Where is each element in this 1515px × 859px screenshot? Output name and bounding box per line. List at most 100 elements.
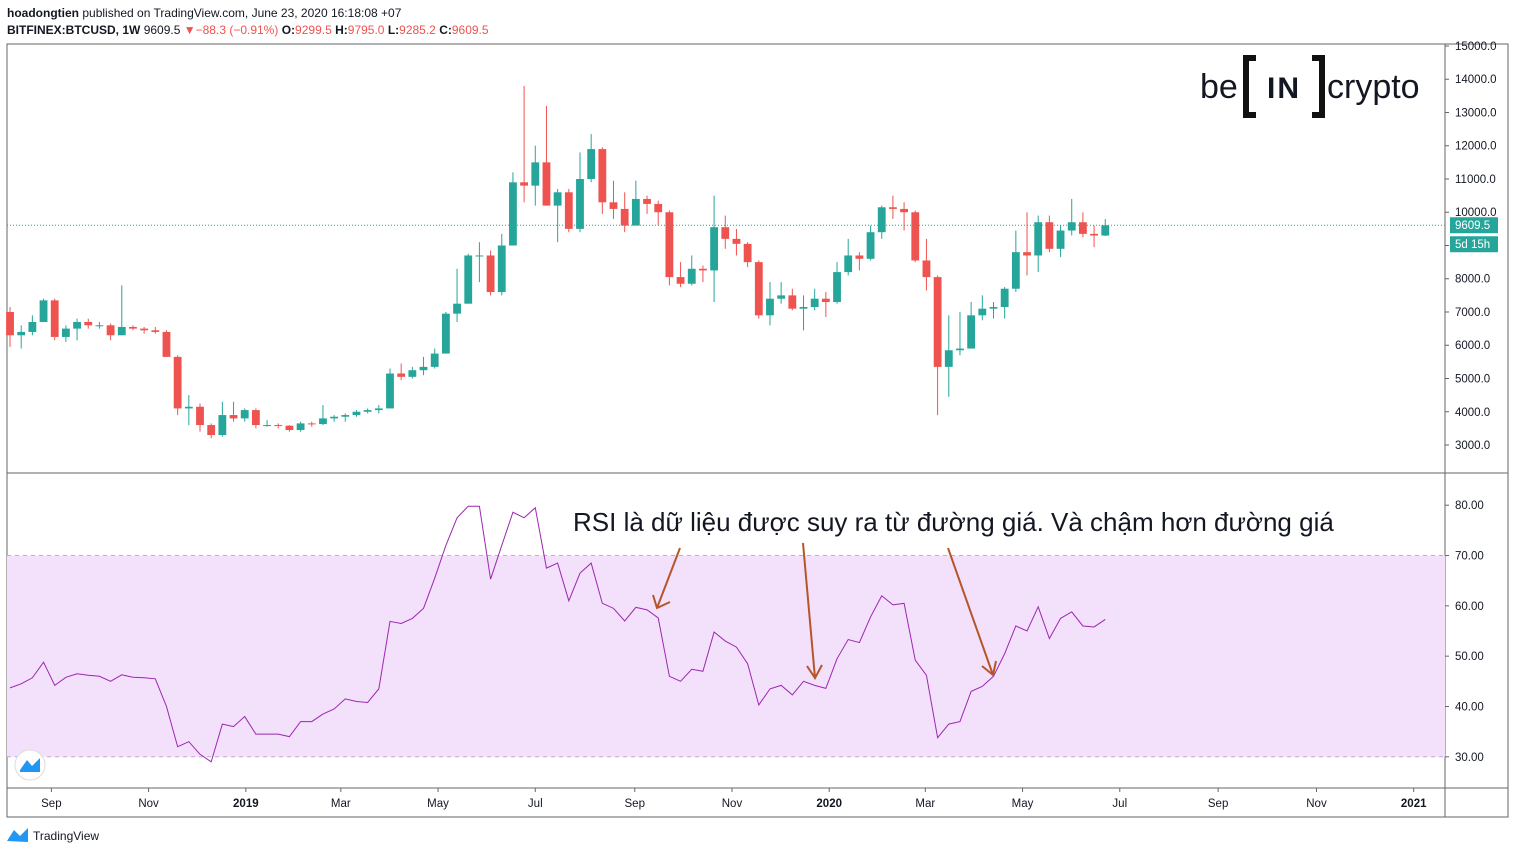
- candle-body: [732, 238, 741, 244]
- countdown: 5d 15h: [1455, 239, 1490, 251]
- x-tick-label: Nov: [138, 798, 159, 810]
- content: Sep Nov 2019 Mar May Jul Sep Nov 2020 Mar May Jul Se…: [6, 41, 1498, 810]
- candle-body: [553, 192, 562, 206]
- arrow: [947, 547, 997, 677]
- candle-body: [810, 298, 819, 308]
- candle-body: [799, 307, 808, 309]
- y-tick-label: 6000.0: [1455, 340, 1490, 352]
- author: hoadongtien: [7, 6, 79, 20]
- candle-body: [184, 406, 193, 409]
- y-tick-label: 12000.0: [1455, 141, 1497, 153]
- candle-body: [330, 416, 339, 419]
- y-tick-label: 4000.0: [1455, 407, 1490, 419]
- candle-body: [598, 149, 607, 203]
- candle-body: [363, 410, 372, 412]
- l-value: 9285.2: [399, 23, 436, 37]
- candle-body: [699, 268, 707, 271]
- candle-body: [520, 182, 529, 186]
- logo-middle: IN: [1267, 72, 1301, 105]
- candle-body: [1011, 252, 1020, 289]
- arrow: [802, 542, 823, 680]
- y-tick-label: 5000.0: [1455, 373, 1490, 385]
- candle-body: [542, 162, 551, 206]
- x-tick-label: 2020: [816, 798, 842, 810]
- candle-body: [754, 262, 763, 316]
- x-tick-label: Sep: [1208, 798, 1228, 810]
- x-tick-label: May: [1012, 798, 1034, 810]
- change: −88.3 (−0.91%): [196, 23, 279, 37]
- candle-body: [766, 298, 774, 316]
- logo-right: crypto: [1327, 68, 1420, 106]
- x-tick-label: Mar: [915, 798, 935, 810]
- x-tick-label: May: [427, 798, 449, 810]
- x-tick-label: Sep: [41, 798, 61, 810]
- candle-body: [486, 255, 495, 293]
- candle-body: [844, 255, 853, 273]
- candle-body: [576, 178, 584, 229]
- last: 9609.5: [144, 23, 181, 37]
- y-tick-label: 15000.0: [1455, 41, 1497, 53]
- candle-body: [73, 321, 81, 329]
- candle-body: [509, 182, 517, 246]
- x-tick-label: 2019: [233, 798, 259, 810]
- x-tick-label: Nov: [1306, 798, 1327, 810]
- candle-body: [218, 415, 227, 436]
- footer-icon: [7, 828, 28, 842]
- candle-body: [263, 425, 271, 427]
- last-price-label: 9609.5: [1455, 220, 1490, 232]
- x-tick-label: 2021: [1401, 798, 1427, 810]
- candle-body: [453, 303, 461, 314]
- candle-body: [285, 425, 294, 431]
- candle-body: [173, 356, 182, 409]
- candle-body: [39, 300, 48, 322]
- header-line-1: hoadongtien published on TradingView.com…: [7, 6, 402, 20]
- candle-body: [777, 295, 786, 299]
- candle-body: [196, 406, 204, 426]
- candle-body: [654, 203, 663, 213]
- symbol: BITFINEX:BTCUSD, 1W: [7, 23, 141, 37]
- footer: TradingView: [33, 829, 99, 843]
- candle-body: [497, 245, 506, 293]
- candle-body: [251, 410, 260, 426]
- candle-body: [84, 321, 93, 326]
- countdown-box: [1450, 236, 1498, 253]
- logo-left: be: [1200, 68, 1238, 106]
- header-line-2: BITFINEX:BTCUSD, 1W 9609.5 ▼−88.3 (−0.91…: [7, 23, 489, 37]
- arrow: ▼: [184, 23, 196, 37]
- candle-body: [687, 268, 696, 284]
- y-tick-label: 7000.0: [1455, 307, 1490, 319]
- candle-body: [788, 295, 797, 309]
- candle-body: [1023, 252, 1031, 256]
- candle-body: [319, 418, 327, 425]
- x-tick-label: Sep: [625, 798, 645, 810]
- candle-body: [833, 272, 841, 303]
- y-tick-label: 3000.0: [1455, 440, 1490, 452]
- candle-body: [140, 328, 149, 331]
- candle-body: [956, 348, 964, 351]
- badge-icon: [20, 758, 40, 772]
- h-label: H:: [335, 23, 348, 37]
- candle-body: [1067, 222, 1076, 231]
- y-tick-label: 30.00: [1455, 752, 1484, 764]
- candle-body: [17, 331, 26, 336]
- candle-body: [710, 227, 719, 271]
- candle-body: [50, 300, 59, 337]
- arrow: [652, 547, 681, 610]
- logo: be IN crypto: [1200, 55, 1420, 118]
- candle-body: [676, 277, 685, 284]
- candle-body: [341, 415, 350, 417]
- x-tick-label: Nov: [722, 798, 743, 810]
- candle-body: [475, 255, 484, 257]
- candle-body: [374, 408, 383, 411]
- h-value: 9795.0: [348, 23, 385, 37]
- candle-body: [620, 208, 629, 226]
- y-tick-label: 40.00: [1455, 701, 1484, 713]
- candle-body: [441, 313, 450, 354]
- candle-body: [1078, 222, 1087, 234]
- candle-body: [900, 208, 908, 213]
- candle-body: [564, 192, 573, 229]
- candle-body: [95, 325, 104, 327]
- candle-body: [855, 255, 864, 259]
- candle-body: [430, 353, 439, 367]
- candle-body: [665, 212, 674, 278]
